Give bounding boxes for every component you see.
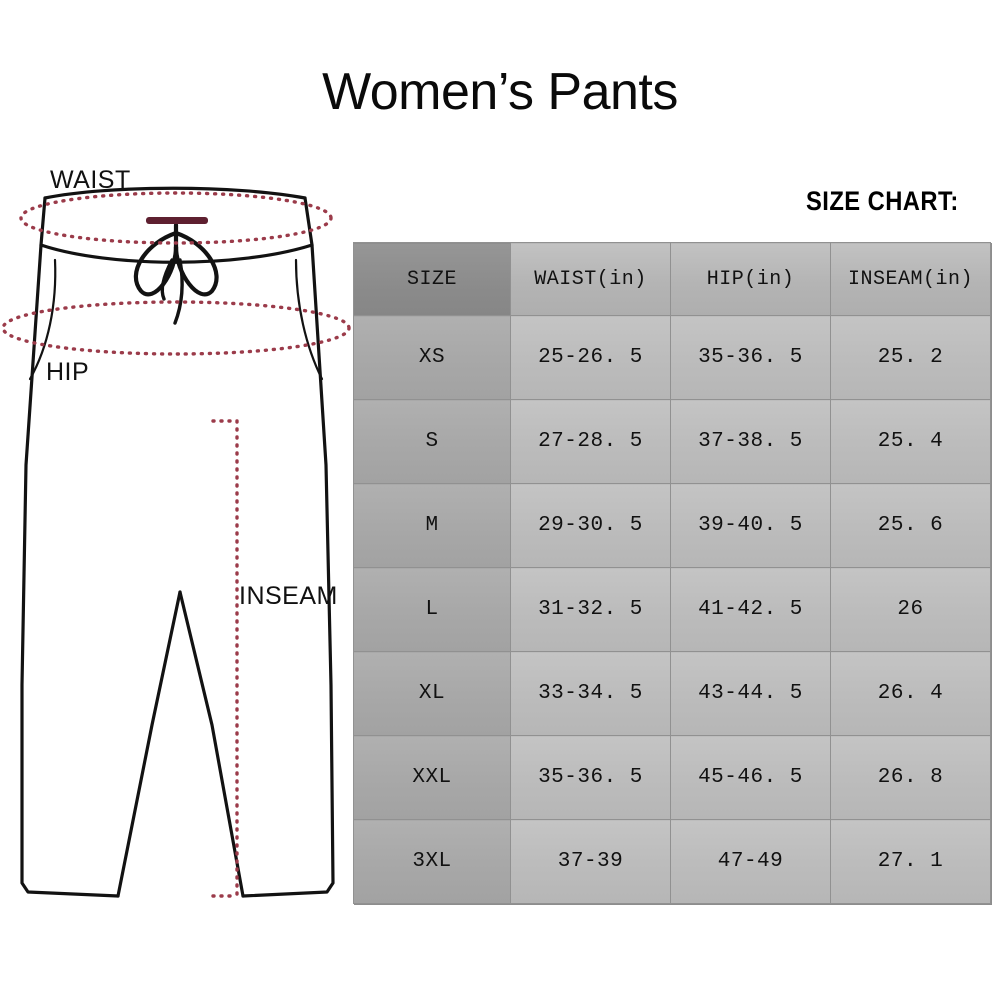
cell-hip: 45-46. 5 [670,735,831,820]
column-header-inseam: INSEAM(in) [830,242,991,316]
diagram-label-waist: WAIST [50,166,131,194]
table-row: L 31-32. 5 41-42. 5 26 [353,567,991,652]
drawstring-eyelet-bar [146,217,208,224]
pants-right-inner-seam [178,590,245,898]
cell-waist: 29-30. 5 [510,483,671,568]
pants-measurement-diagram [0,165,352,925]
table-row: S 27-28. 5 37-38. 5 25. 4 [353,399,991,484]
pants-waistband-top [43,186,307,200]
cell-size: XL [353,651,511,736]
size-chart-heading: SIZE CHART: [806,186,959,216]
cell-size: 3XL [353,819,511,904]
diagram-label-inseam: INSEAM [239,582,338,610]
table-row: XXL 35-36. 5 45-46. 5 26. 8 [353,735,991,820]
cell-inseam: 26 [830,567,991,652]
cell-waist: 33-34. 5 [510,651,671,736]
pants-left-pocket [28,258,57,381]
cell-inseam: 26. 8 [830,735,991,820]
drawstring-loop-left [133,230,179,297]
cell-inseam: 26. 4 [830,651,991,736]
cell-hip: 41-42. 5 [670,567,831,652]
table-row: M 29-30. 5 39-40. 5 25. 6 [353,483,991,568]
pants-outline-group [20,186,335,898]
cell-inseam: 25. 4 [830,399,991,484]
hip-measure-guide [1,300,351,356]
size-chart-body: XS 25-26. 5 35-36. 5 25. 2 S 27-28. 5 37… [353,315,991,904]
column-header-hip: HIP(in) [670,242,831,316]
drawstring-tail-left [160,258,174,301]
cell-hip: 37-38. 5 [670,399,831,484]
column-header-size: SIZE [353,242,511,316]
cell-inseam: 27. 1 [830,819,991,904]
cell-hip: 47-49 [670,819,831,904]
cell-waist: 31-32. 5 [510,567,671,652]
cell-waist: 37-39 [510,819,671,904]
cell-hip: 39-40. 5 [670,483,831,568]
drawstring-tail-right [173,258,184,325]
cell-waist: 35-36. 5 [510,735,671,820]
page-title: Women’s Pants [322,63,678,121]
pants-drawstring [133,222,219,325]
size-chart-table: SIZE WAIST(in) HIP(in) INSEAM(in) XS 25-… [353,242,991,904]
cell-size: XS [353,315,511,400]
cell-hip: 43-44. 5 [670,651,831,736]
column-header-waist: WAIST(in) [510,242,671,316]
table-header-row: SIZE WAIST(in) HIP(in) INSEAM(in) [353,242,991,316]
cell-inseam: 25. 2 [830,315,991,400]
pants-left-inner-seam [116,590,182,898]
cell-size: L [353,567,511,652]
diagram-label-hip: HIP [46,358,90,386]
cell-waist: 27-28. 5 [510,399,671,484]
cell-size: XXL [353,735,511,820]
table-row: 3XL 37-39 47-49 27. 1 [353,819,991,904]
table-row: XL 33-34. 5 43-44. 5 26. 4 [353,651,991,736]
pants-left-outer-seam [20,196,120,898]
inseam-measure-guide [211,419,239,898]
cell-size: M [353,483,511,568]
cell-inseam: 25. 6 [830,483,991,568]
cell-size: S [353,399,511,484]
waist-measure-guide [19,191,333,245]
cell-hip: 35-36. 5 [670,315,831,400]
cell-waist: 25-26. 5 [510,315,671,400]
pants-right-outer-seam [241,196,335,898]
table-row: XS 25-26. 5 35-36. 5 25. 2 [353,315,991,400]
pants-right-pocket [294,258,324,381]
